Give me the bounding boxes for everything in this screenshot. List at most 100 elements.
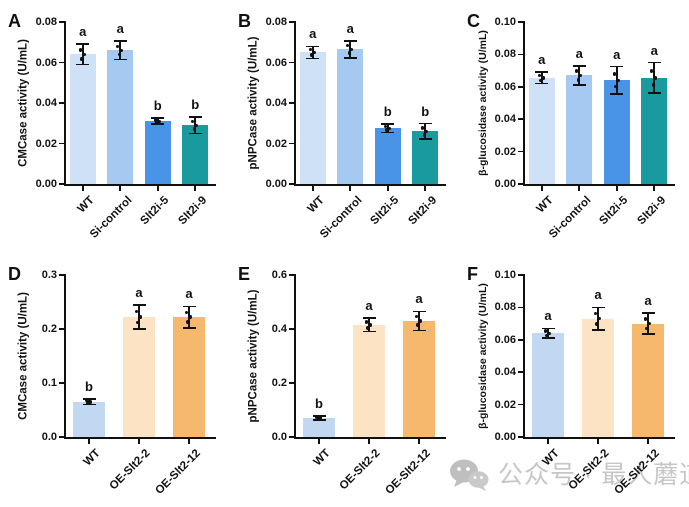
data-point <box>84 398 89 403</box>
bar-WT <box>69 54 96 184</box>
y-tick-mark <box>518 306 523 309</box>
error-bar-cap-bottom <box>76 63 90 66</box>
x-tick-label-Slt2i-9: Slt2i-9 <box>176 194 210 228</box>
error-bar-cap-top <box>76 43 90 46</box>
error-bar-cap-bottom <box>132 328 146 330</box>
significance-letter: a <box>346 20 354 36</box>
x-tick-label-Slt2i-5: Slt2i-5 <box>368 194 402 228</box>
x-tick-mark <box>424 186 427 191</box>
x-tick-label-OE-Slt2-2: OE-Slt2-2 <box>107 447 153 493</box>
error-bar-cap-top <box>418 122 432 125</box>
x-tick-label-Slt2i-9: Slt2i-9 <box>406 194 440 228</box>
data-point <box>387 126 391 130</box>
data-point <box>385 128 389 132</box>
error-bar-cap-top <box>641 312 655 314</box>
significance-letter: a <box>185 286 193 302</box>
y-tick-mark <box>289 274 294 276</box>
y-tick-label: 0.08 <box>494 301 516 314</box>
y-tick-label: 0.02 <box>494 398 516 411</box>
y-tick-label: 0.4 <box>271 323 287 335</box>
significance-letter: b <box>153 98 162 114</box>
x-axis-line <box>64 437 216 439</box>
bar-OE-Slt2-12 <box>632 323 664 437</box>
y-tick-mark <box>518 150 523 153</box>
data-point <box>82 52 86 57</box>
data-point <box>579 73 583 78</box>
data-point <box>422 133 426 137</box>
panel-letter: D <box>8 264 21 284</box>
y-tick-mark <box>518 118 523 120</box>
y-axis-line <box>294 274 296 438</box>
significance-letter: b <box>191 97 200 113</box>
x-tick-mark <box>386 186 389 191</box>
data-point <box>575 69 579 73</box>
panel-letter: A <box>8 11 21 31</box>
y-tick-mark <box>59 436 64 438</box>
data-point <box>316 417 320 421</box>
y-tick-label: 0.06 <box>494 333 516 346</box>
y-tick-mark <box>59 142 64 145</box>
panel-letter: E <box>238 264 251 284</box>
y-axis-line <box>523 21 525 185</box>
y-tick-label: 0.06 <box>35 56 57 69</box>
y-tick-mark <box>59 21 64 23</box>
bar-Slt2i-9 <box>182 125 209 184</box>
x-tick-label-Slt2i-5: Slt2i-5 <box>597 194 631 228</box>
data-point <box>421 126 425 130</box>
significance-letter: b <box>85 379 93 395</box>
y-tick-mark <box>289 61 294 64</box>
data-point <box>650 69 654 73</box>
error-bar-cap-top <box>381 123 395 126</box>
x-tick-mark <box>81 186 84 191</box>
data-point <box>539 78 543 83</box>
bar-Slt2i-9 <box>412 131 439 184</box>
y-tick-label: 0.3 <box>41 269 57 281</box>
x-tick-mark <box>597 439 599 444</box>
y-axis-line <box>64 21 66 185</box>
y-tick-label: 0.0 <box>41 431 57 443</box>
x-axis-line <box>523 184 675 186</box>
panel-letter: B <box>238 11 251 31</box>
y-tick-mark <box>518 53 523 56</box>
data-point <box>654 76 658 80</box>
error-bar-cap-top <box>182 305 196 308</box>
y-tick-label: 0.04 <box>35 97 57 109</box>
x-tick-mark <box>349 186 352 191</box>
y-tick-mark <box>59 274 64 276</box>
y-tick-mark <box>59 183 64 185</box>
y-tick-mark <box>289 142 294 145</box>
x-tick-mark <box>88 439 90 444</box>
data-point <box>414 314 419 319</box>
error-bar-cap-bottom <box>151 123 165 126</box>
data-point <box>308 47 312 52</box>
data-point <box>593 311 598 316</box>
data-point <box>153 118 157 122</box>
error-bar-cap-bottom <box>113 58 127 61</box>
x-tick-mark <box>318 439 320 444</box>
watermark: 公众号 · 最人蘑道 <box>448 458 689 492</box>
significance-letter: a <box>650 42 658 58</box>
bar-Si-control <box>337 49 364 184</box>
data-point <box>192 127 196 131</box>
y-tick-label: 0.02 <box>494 145 516 158</box>
y-tick-mark <box>289 102 294 104</box>
panel-letter: C <box>467 11 480 31</box>
data-point <box>116 44 120 48</box>
panel-letter: F <box>467 264 478 284</box>
significance-letter: a <box>538 52 546 68</box>
x-tick-mark <box>615 186 618 191</box>
error-bar-cap-bottom <box>343 57 357 59</box>
significance-letter: a <box>365 298 373 314</box>
y-axis-line <box>523 274 525 438</box>
bar-OE-Slt2-2 <box>582 318 614 437</box>
x-axis-line <box>294 437 446 439</box>
data-point <box>88 400 93 404</box>
y-tick-mark <box>289 328 294 330</box>
data-point <box>184 310 189 314</box>
x-tick-label-WT: WT <box>311 447 333 469</box>
significance-letter: a <box>644 293 652 309</box>
x-tick-label-WT: WT <box>305 194 327 216</box>
x-tick-mark <box>647 439 649 444</box>
y-tick-label: 0.00 <box>494 178 516 190</box>
